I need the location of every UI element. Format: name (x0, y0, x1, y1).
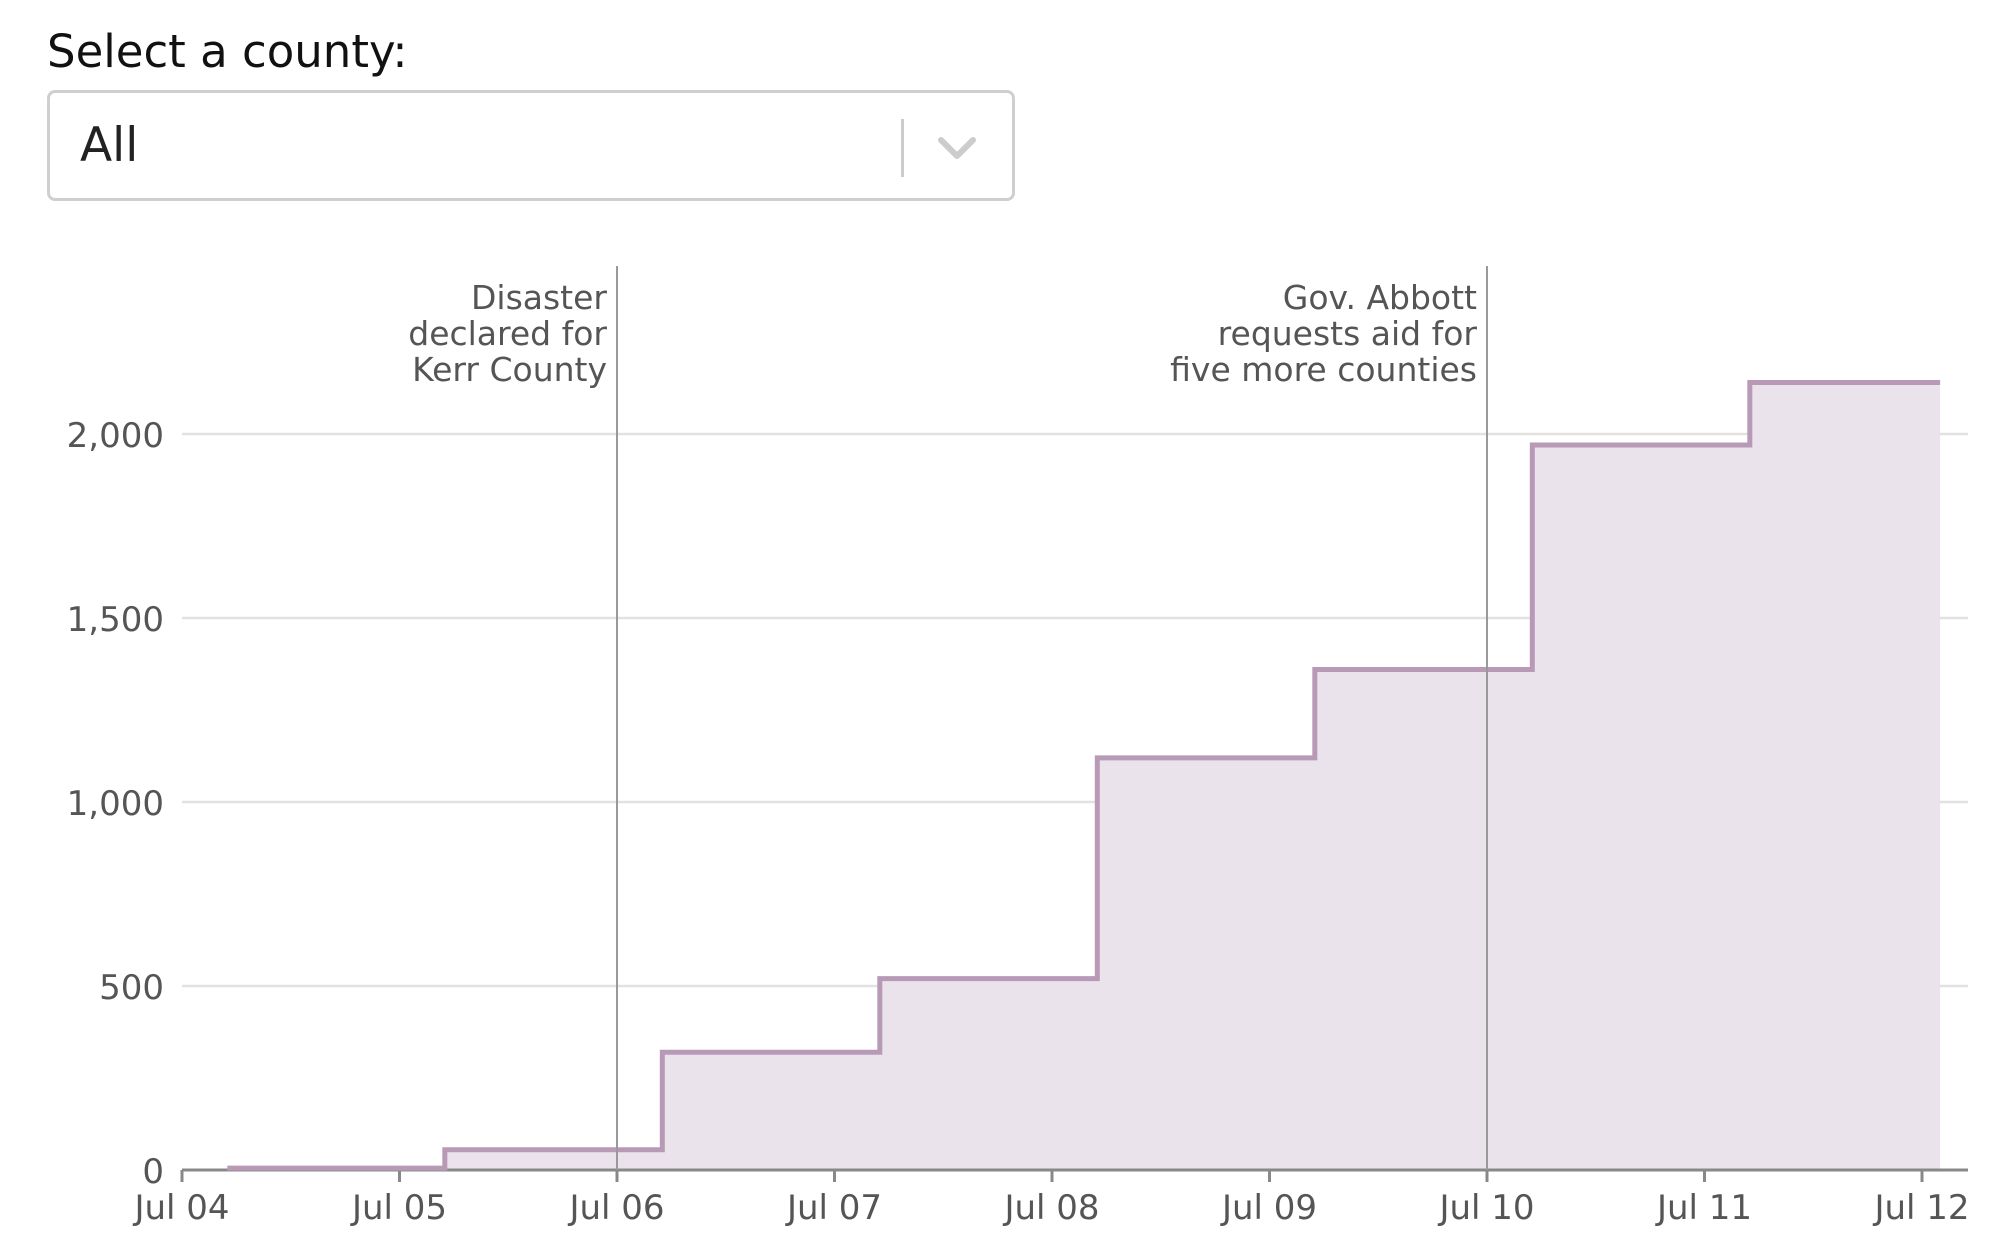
x-tick-label: Jul 11 (1655, 1188, 1752, 1228)
series-line (227, 379, 1941, 1171)
x-tick-label: Jul 05 (350, 1188, 447, 1228)
annotation-label: Kerr County (412, 350, 607, 389)
x-tick-label: Jul 10 (1437, 1188, 1534, 1228)
x-tick-label: Jul 06 (567, 1188, 664, 1228)
county-select[interactable]: All (47, 90, 1015, 201)
annotation-label: five more counties (1170, 350, 1477, 389)
y-tick-label: 1,000 (67, 784, 164, 824)
y-tick-label: 500 (99, 968, 164, 1008)
x-tick-label: Jul 09 (1220, 1188, 1317, 1228)
x-tick-label: Jul 08 (1002, 1188, 1099, 1228)
y-tick-label: 0 (142, 1152, 164, 1192)
county-select-label: Select a county: (47, 25, 408, 78)
annotation-label: Disaster (471, 278, 607, 317)
x-tick-label: Jul 07 (785, 1188, 882, 1228)
y-tick-label: 2,000 (67, 416, 164, 456)
series-area (227, 382, 1941, 1171)
y-tick-label: 1,500 (67, 600, 164, 640)
annotation-label: requests aid for (1218, 314, 1478, 353)
x-tick-label: Jul 12 (1872, 1188, 1969, 1228)
select-separator (901, 119, 904, 177)
chevron-down-icon[interactable] (932, 123, 982, 173)
annotation-label: Gov. Abbott (1283, 278, 1477, 317)
annotation-label: declared for (408, 314, 607, 353)
x-tick-label: Jul 04 (132, 1188, 229, 1228)
county-select-value: All (80, 118, 139, 173)
